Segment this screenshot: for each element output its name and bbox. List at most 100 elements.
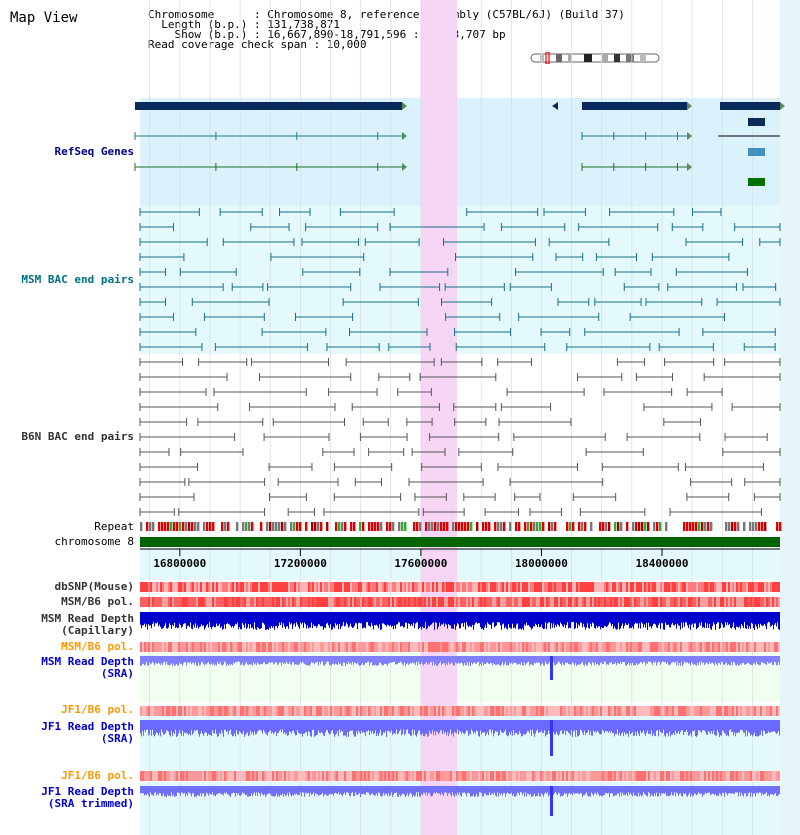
msm-depth-bar [518, 612, 519, 630]
repeat-segment [584, 522, 587, 531]
jf1-trim-depth-bar [149, 786, 150, 797]
jf1-depth-bar [390, 720, 391, 733]
jf1-trim-depth-bar [211, 786, 212, 795]
repeat-segment [344, 522, 347, 531]
dbsnp-bar [366, 582, 368, 592]
jf1-depth-bar [245, 720, 246, 735]
dbsnp-bar [294, 582, 296, 592]
pol-bar [350, 771, 352, 781]
msm-depth-bar [452, 612, 453, 629]
pol-bar [308, 642, 310, 652]
pol-bar [284, 597, 286, 607]
pol-bar [734, 597, 736, 607]
pol-bar [708, 706, 710, 716]
msm-depth-bar [220, 612, 221, 628]
pol-bar [214, 771, 216, 781]
jf1-depth-bar [475, 720, 476, 734]
jf1-depth-bar [512, 720, 513, 736]
msm-sra-depth-bar [264, 656, 265, 663]
jf1-depth-bar [369, 720, 370, 736]
msm-depth-bar [552, 612, 553, 628]
msm-sra-depth-bar [477, 656, 478, 663]
msm-depth-bar [524, 612, 525, 625]
msm-depth-bar [270, 612, 271, 629]
pol-bar [352, 771, 354, 781]
jf1-trim-depth-bar [358, 786, 359, 794]
jf1-trim-depth-bar [747, 786, 748, 796]
jf1-trim-depth-bar [727, 786, 728, 796]
jf1-depth-bar [374, 720, 375, 734]
msm-depth-bar [218, 612, 219, 626]
msm-depth-bar [686, 612, 687, 623]
jf1-depth-bar [180, 720, 181, 734]
msm-sra-depth-bar [377, 656, 378, 666]
msm-depth-bar [506, 612, 507, 629]
msm-sra-depth-bar [594, 656, 595, 666]
jf1-trim-depth-bar [369, 786, 370, 795]
repeat-segment [272, 522, 275, 531]
pol-bar [572, 771, 574, 781]
pol-bar [156, 706, 158, 716]
pol-bar [318, 642, 320, 652]
chromosome-bar[interactable] [140, 537, 780, 547]
pol-bar [760, 642, 762, 652]
pol-bar [754, 642, 756, 652]
pol-bar [670, 597, 672, 607]
pol-bar [706, 597, 708, 607]
msm-sra-depth-bar [297, 656, 298, 665]
pol-bar [684, 706, 686, 716]
dbsnp-bar [472, 582, 474, 592]
jf1-depth-bar [247, 720, 248, 733]
msm-sra-depth-bar [680, 656, 681, 666]
track-label-chromosome: chromosome 8 [54, 535, 134, 548]
dbsnp-bar [428, 582, 430, 592]
pol-bar [506, 597, 508, 607]
msm-sra-depth-bar [144, 656, 145, 666]
pol-bar [192, 597, 194, 607]
repeat-segment [689, 522, 692, 531]
msm-depth-bar [710, 612, 711, 629]
msm-depth-bar [413, 612, 414, 623]
pol-bar [618, 771, 620, 781]
dbsnp-bar [340, 582, 342, 592]
pol-bar [466, 642, 468, 652]
msm-depth-bar [776, 612, 777, 627]
pol-bar [726, 597, 728, 607]
jf1-trim-depth-bar [652, 786, 653, 796]
jf1-trim-depth-bar [665, 786, 666, 793]
pol-bar [466, 597, 468, 607]
chromosome-ideogram[interactable] [530, 52, 660, 64]
jf1-trim-depth-bar [608, 786, 609, 793]
msm-sra-depth-bar [628, 656, 629, 663]
jf1-depth-bar [576, 720, 577, 731]
dbsnp-bar [596, 582, 598, 592]
msm-depth-bar [354, 612, 355, 626]
msm-sra-depth-bar [338, 656, 339, 663]
dbsnp-bar [682, 582, 684, 592]
jf1-depth-bar [442, 720, 443, 735]
msm-sra-depth-bar [586, 656, 587, 666]
jf1-trim-depth-bar [651, 786, 652, 795]
repeat-segment [278, 522, 281, 531]
pol-bar [200, 771, 202, 781]
msm-depth-bar [214, 612, 215, 628]
dbsnp-bar [480, 582, 482, 592]
jf1-depth-bar [211, 720, 212, 737]
jf1-trim-depth-bar [611, 786, 612, 794]
jf1-depth-bar [521, 720, 522, 737]
pol-bar [292, 706, 294, 716]
pol-bar [736, 642, 738, 652]
jf1-depth-bar [273, 720, 274, 735]
jf1-depth-bar [272, 720, 273, 733]
pol-bar [206, 597, 208, 607]
repeat-segment [701, 522, 704, 531]
pol-bar [718, 642, 720, 652]
jf1-trim-depth-bar [717, 786, 718, 796]
jf1-depth-bar [385, 720, 386, 731]
pol-bar [586, 706, 588, 716]
msm-sra-depth-bar [531, 656, 532, 665]
jf1-depth-bar [520, 720, 521, 734]
dbsnp-bar [164, 582, 166, 592]
jf1-depth-bar [706, 720, 707, 735]
